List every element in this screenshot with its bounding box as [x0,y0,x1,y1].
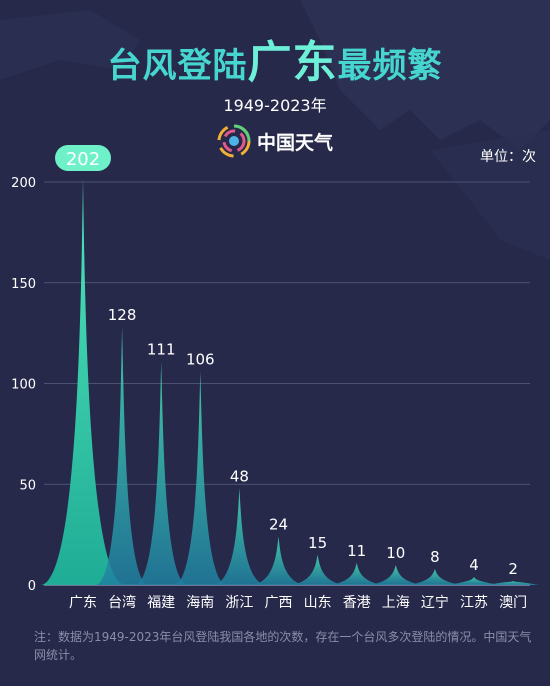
peak-福建 [135,361,188,585]
brand-name: 中国天气 [256,131,333,154]
data-label: 8 [430,548,440,566]
data-label: 4 [469,556,479,574]
peak-广东 [41,177,125,585]
title-part-2: 广东 [247,37,338,88]
x-tick-label: 广东 [69,595,97,611]
x-tick-label: 上海 [382,595,410,611]
data-label: 2 [508,560,518,578]
x-tick-label: 辽宁 [421,594,449,611]
data-label: 111 [147,340,176,358]
unit-label: 单位：次 [480,149,536,165]
y-tick-label: 50 [19,478,36,493]
x-tick-label: 山东 [304,595,332,611]
highlight-badge [55,144,111,171]
chart-subtitle: 1949-2023年 [223,96,327,115]
peak-浙江 [213,488,266,585]
y-tick-label: 200 [11,176,36,191]
peak-辽宁 [408,568,461,585]
data-label: 106 [186,350,215,368]
data-label: 24 [269,516,288,534]
y-tick-label: 0 [28,579,36,594]
data-label: 48 [230,467,249,485]
data-label: 10 [386,544,405,562]
peak-澳门 [487,580,540,585]
peak-台湾 [96,327,149,585]
chart-title: 台风登陆广东最频繁 [0,26,550,90]
peak-山东 [291,554,344,585]
peak-江苏 [448,576,500,585]
peak-上海 [369,564,422,585]
footnote: 注：数据为1949-2023年台风登陆我国各地的次数，存在一个台风多次登陆的情况… [34,630,532,662]
peak-广西 [252,536,305,585]
peak-海南 [174,371,227,585]
x-tick-label: 浙江 [225,595,253,611]
y-tick-label: 150 [11,277,36,292]
data-label: 11 [347,542,366,560]
china-weather-logo-icon [217,124,251,158]
data-label: 128 [108,306,137,324]
x-tick-label: 香港 [343,595,371,611]
title-part-1: 台风登陆 [107,46,248,86]
peak-香港 [330,562,383,585]
data-label: 15 [308,534,327,552]
x-tick-label: 海南 [186,595,214,611]
brand: 中国天气 [0,124,550,158]
title-part-3: 最频繁 [337,46,443,86]
data-label: 202 [66,149,100,170]
x-tick-label: 台湾 [108,594,136,611]
x-tick-label: 江苏 [460,595,488,611]
x-tick-label: 福建 [147,595,175,611]
x-tick-label: 澳门 [499,595,527,611]
x-tick-label: 广西 [265,595,293,611]
y-tick-label: 100 [11,378,36,393]
